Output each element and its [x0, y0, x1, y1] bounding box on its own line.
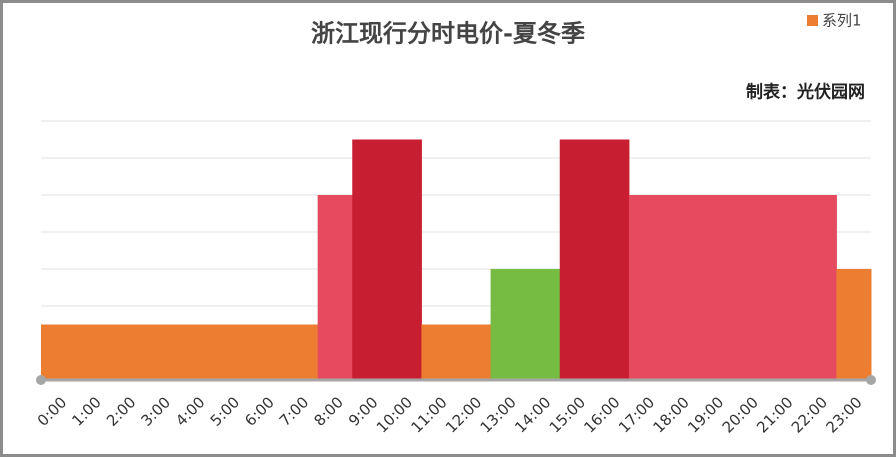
bar [248, 324, 284, 380]
axis-end [36, 375, 46, 385]
bar [594, 139, 630, 380]
x-tick-label: 8:00 [310, 393, 347, 430]
bar [386, 139, 422, 380]
bar [698, 195, 734, 380]
x-tick-label: 6:00 [241, 393, 278, 430]
x-tick-label: 19:00 [684, 393, 727, 436]
x-tick-label: 12:00 [442, 393, 485, 436]
bar [490, 269, 526, 380]
bar [559, 139, 595, 380]
x-tick-label: 21:00 [753, 393, 796, 436]
x-tick-label: 15:00 [546, 393, 589, 436]
x-tick-label: 10:00 [373, 393, 416, 436]
x-tick-label: 4:00 [172, 393, 209, 430]
x-tick-label: 20:00 [719, 393, 762, 436]
chart: 浙江现行分时电价-夏冬季 制表：光伏园网 0:001:002:003:004:0… [34, 12, 876, 437]
bar [767, 195, 803, 380]
bar [628, 195, 664, 380]
bar [283, 324, 319, 380]
bar [352, 139, 388, 380]
x-tick-label: 11:00 [407, 393, 450, 436]
x-tick-label: 7:00 [276, 393, 313, 430]
bar [836, 269, 872, 380]
x-tick-label: 14:00 [511, 393, 554, 436]
legend-marker [807, 15, 818, 26]
bar [801, 195, 837, 380]
x-tick-label: 3:00 [138, 393, 175, 430]
bar [144, 324, 180, 380]
bar [317, 195, 353, 380]
x-tick-label: 16:00 [580, 393, 623, 436]
bar [75, 324, 111, 380]
annotation: 制表：光伏园网 [746, 82, 865, 103]
bar [179, 324, 215, 380]
bar [421, 324, 457, 380]
bar [213, 324, 249, 380]
x-tick-label: 2:00 [103, 393, 140, 430]
x-tick-label: 1:00 [68, 393, 105, 430]
bar [732, 195, 768, 380]
x-tick-label: 22:00 [788, 393, 831, 436]
bar [110, 324, 146, 380]
bar [41, 324, 77, 380]
chart-title: 浙江现行分时电价-夏冬季 [311, 19, 585, 48]
x-tick-label: 5:00 [207, 393, 244, 430]
x-tick-label: 18:00 [650, 393, 693, 436]
bar [456, 324, 492, 380]
x-tick-label: 17:00 [615, 393, 658, 436]
bar [525, 269, 561, 380]
x-tick-label: 0:00 [34, 393, 71, 430]
axis-end [866, 375, 876, 385]
bar [663, 195, 699, 380]
x-tick-label: 23:00 [822, 393, 865, 436]
legend-label: 系列1 [822, 12, 862, 30]
x-tick-label: 13:00 [477, 393, 520, 436]
